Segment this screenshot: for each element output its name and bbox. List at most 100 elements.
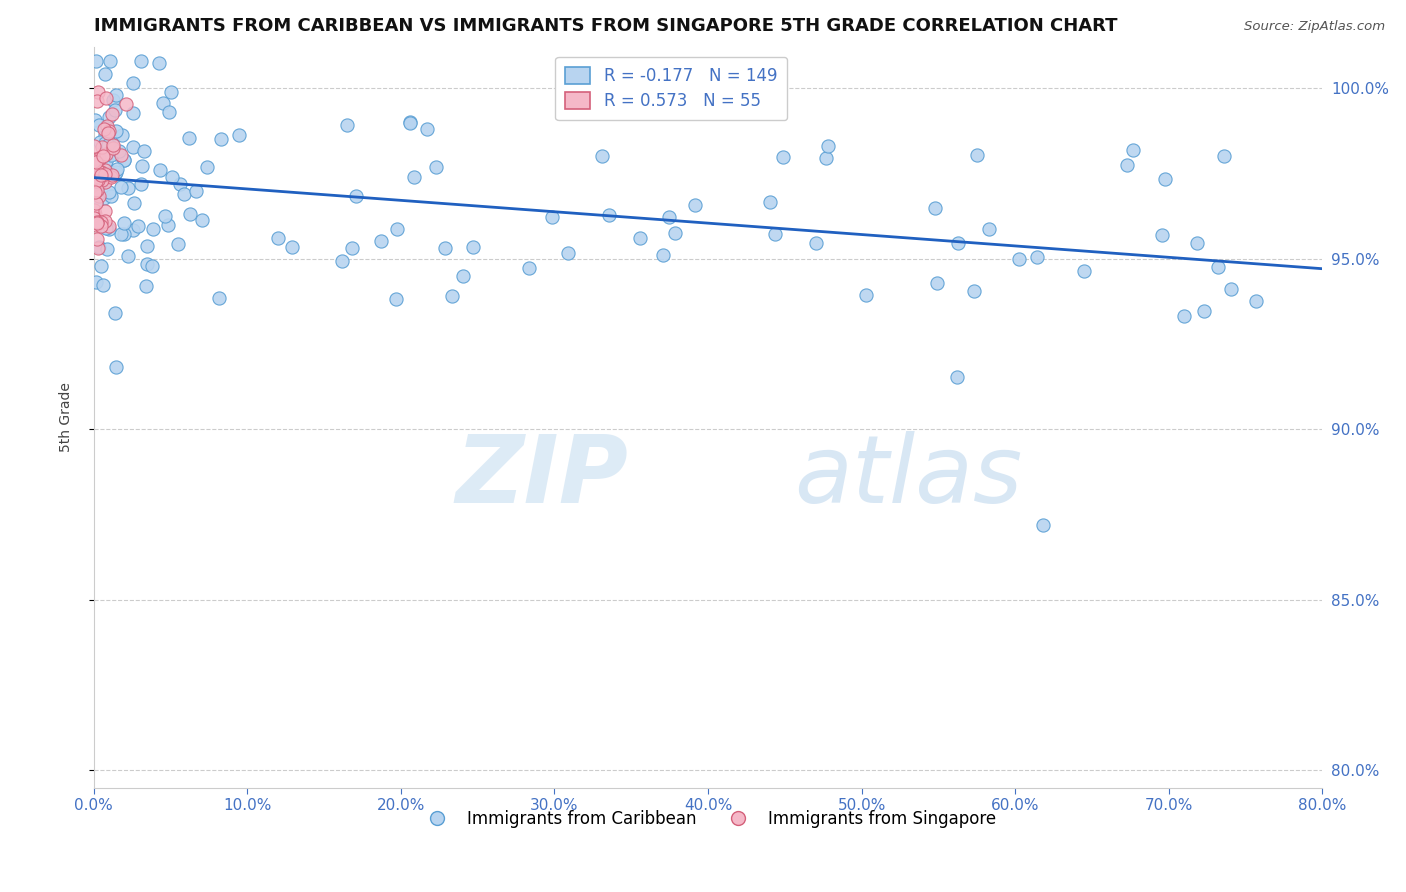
Point — [101, 168, 124, 182]
Point — [141, 260, 163, 274]
Point — [86, 241, 108, 255]
Point — [86, 183, 108, 197]
Point — [129, 54, 152, 68]
Point — [96, 90, 118, 104]
Point — [336, 119, 359, 133]
Point — [117, 249, 139, 263]
Point — [572, 77, 595, 91]
Point — [105, 360, 128, 375]
Point — [763, 227, 786, 242]
Point — [135, 279, 157, 293]
Point — [157, 104, 180, 119]
Point — [384, 292, 406, 306]
Point — [83, 203, 105, 218]
Point — [117, 180, 139, 194]
Point — [84, 196, 107, 211]
Point — [100, 54, 122, 68]
Point — [96, 120, 118, 135]
Point — [266, 231, 288, 245]
Point — [122, 223, 145, 237]
Point — [105, 162, 128, 177]
Point — [86, 164, 108, 178]
Point — [806, 236, 828, 251]
Point — [124, 196, 146, 211]
Point — [385, 222, 408, 236]
Point — [1192, 303, 1215, 318]
Point — [1122, 143, 1144, 157]
Point — [1213, 149, 1236, 163]
Point — [517, 260, 540, 275]
Point — [110, 179, 132, 194]
Point — [87, 215, 110, 229]
Point — [169, 177, 191, 191]
Point — [87, 153, 110, 167]
Point — [86, 196, 108, 211]
Point — [98, 222, 121, 236]
Point — [1073, 264, 1095, 278]
Point — [86, 180, 108, 194]
Point — [105, 147, 128, 161]
Point — [179, 131, 201, 145]
Point — [84, 166, 107, 180]
Point — [84, 169, 107, 183]
Point — [340, 241, 363, 255]
Point — [179, 207, 201, 221]
Point — [1173, 309, 1195, 323]
Point — [93, 122, 115, 136]
Point — [963, 284, 986, 298]
Point — [1219, 282, 1241, 296]
Point — [83, 211, 105, 225]
Point — [91, 277, 114, 292]
Point — [1154, 172, 1177, 186]
Point — [153, 209, 176, 223]
Point — [651, 248, 673, 262]
Point — [100, 148, 122, 162]
Point — [112, 216, 135, 230]
Point — [593, 81, 616, 95]
Point — [404, 169, 426, 184]
Point — [1032, 517, 1054, 532]
Point — [107, 144, 129, 158]
Point — [101, 106, 124, 120]
Point — [87, 85, 110, 99]
Point — [100, 169, 122, 184]
Point — [96, 242, 118, 256]
Point — [83, 153, 105, 168]
Point — [157, 218, 180, 232]
Point — [96, 159, 118, 173]
Point — [129, 177, 152, 191]
Point — [94, 175, 117, 189]
Point — [540, 210, 562, 224]
Point — [110, 227, 132, 242]
Point — [815, 151, 838, 165]
Point — [152, 95, 174, 110]
Point — [94, 128, 117, 142]
Point — [86, 155, 108, 169]
Point — [83, 206, 105, 220]
Point — [122, 139, 145, 153]
Point — [90, 140, 112, 154]
Point — [924, 201, 946, 215]
Point — [112, 227, 135, 241]
Point — [167, 237, 190, 252]
Point — [453, 268, 475, 283]
Text: ZIP: ZIP — [456, 431, 628, 523]
Point — [855, 288, 877, 302]
Point — [91, 149, 114, 163]
Point — [94, 214, 117, 228]
Point — [90, 219, 112, 234]
Point — [946, 236, 969, 251]
Point — [977, 222, 1000, 236]
Point — [89, 153, 111, 167]
Point — [86, 94, 108, 108]
Point — [87, 174, 110, 188]
Point — [98, 124, 121, 138]
Point — [162, 169, 184, 184]
Point — [1026, 250, 1049, 264]
Point — [184, 184, 207, 198]
Point — [84, 185, 107, 199]
Point — [89, 135, 111, 149]
Point — [96, 147, 118, 161]
Point — [105, 87, 128, 102]
Point — [1244, 293, 1267, 308]
